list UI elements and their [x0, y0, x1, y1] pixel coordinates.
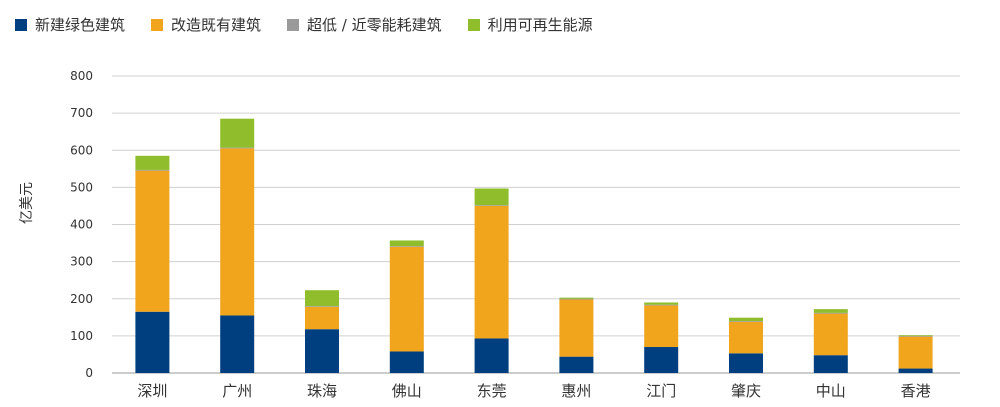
- legend-label-renewable: 利用可再生能源: [487, 16, 593, 34]
- bar-segment-7-2: [729, 321, 763, 322]
- x-tick-label: 佛山: [392, 382, 422, 400]
- bar-segment-7-0: [729, 353, 763, 373]
- y-tick-label: 300: [70, 255, 93, 269]
- bar-segment-0-1: [135, 170, 170, 312]
- x-tick-label: 肇庆: [731, 382, 761, 400]
- bar-segment-1-3: [220, 118, 255, 148]
- x-tick-label: 惠州: [561, 382, 591, 400]
- x-tick-label: 东莞: [477, 382, 507, 400]
- bar-segment-9-3: [898, 335, 933, 336]
- bar-segment-8-0: [813, 355, 848, 373]
- x-tick-label: 中山: [816, 382, 846, 400]
- bar-segment-1-0: [220, 315, 255, 373]
- bar-segment-1-2: [220, 147, 255, 149]
- y-tick-label: 100: [70, 329, 93, 343]
- bar-segment-5-3: [559, 297, 594, 299]
- bar-segment-8-1: [813, 313, 848, 356]
- bar-segment-3-3: [389, 240, 424, 247]
- x-tick-label: 香港: [901, 382, 931, 400]
- y-tick-label: 700: [70, 106, 93, 120]
- label-layer: 0 100 200 300 400 500 600 700 800 深圳 广州 珠海 佛山 东莞 惠州 江门 肇…: [70, 69, 931, 400]
- bar-segment-1-1: [220, 148, 255, 316]
- y-tick-label: 200: [70, 292, 93, 306]
- bar-segment-6-3: [644, 302, 679, 305]
- legend-item-ultra-low: 超低 / 近零能耗建筑: [287, 14, 442, 35]
- bar-segment-5-2: [559, 298, 594, 300]
- legend-swatch-ultra-low: [287, 18, 300, 31]
- bar-segment-8-2: [813, 312, 848, 314]
- bar-segment-2-2: [305, 306, 339, 307]
- bar-segment-7-1: [729, 321, 763, 354]
- legend-item-new-green: 新建绿色建筑: [15, 14, 125, 35]
- bar-segment-4-0: [474, 338, 509, 373]
- y-tick-label: 800: [70, 69, 93, 83]
- bar-segment-9-2: [898, 335, 933, 337]
- bar-segment-2-3: [305, 290, 339, 307]
- bar-segment-3-1: [389, 246, 424, 352]
- y-tick-label: 600: [70, 143, 93, 157]
- bar-segment-3-2: [389, 246, 424, 247]
- y-tick-label: 500: [70, 180, 93, 194]
- legend-item-renewable: 利用可再生能源: [467, 14, 593, 35]
- bar-segment-6-0: [644, 347, 679, 373]
- legend-swatch-retrofit: [151, 18, 164, 31]
- bar-segment-0-3: [135, 155, 170, 170]
- bar-segment-9-1: [898, 336, 933, 369]
- x-tick-label: 珠海: [307, 382, 337, 400]
- legend-item-retrofit: 改造既有建筑: [151, 14, 261, 35]
- legend: 新建绿色建筑 改造既有建筑 超低 / 近零能耗建筑 利用可再生能源: [15, 14, 593, 35]
- legend-label-new-green: 新建绿色建筑: [35, 16, 126, 34]
- x-tick-label: 深圳: [137, 382, 167, 400]
- bar-segment-9-0: [898, 368, 933, 373]
- bar-segment-4-3: [474, 188, 509, 206]
- bar-segment-5-0: [559, 356, 594, 373]
- bar-layer: [135, 118, 933, 373]
- y-tick-label: 400: [70, 218, 93, 232]
- legend-label-retrofit: 改造既有建筑: [171, 16, 262, 34]
- bar-segment-6-1: [644, 305, 679, 348]
- bar-segment-8-3: [813, 309, 848, 313]
- legend-swatch-new-green: [15, 18, 27, 31]
- x-tick-label: 广州: [222, 382, 252, 400]
- bar-segment-0-2: [135, 169, 170, 171]
- legend-label-ultra-low: 超低 / 近零能耗建筑: [307, 16, 442, 34]
- bar-segment-2-0: [305, 329, 339, 373]
- bar-segment-6-2: [644, 304, 679, 306]
- y-axis-label: 亿美元: [19, 182, 35, 224]
- bar-segment-5-1: [559, 299, 594, 357]
- bar-segment-2-1: [305, 306, 339, 330]
- legend-swatch-renewable: [467, 18, 480, 31]
- bar-segment-3-0: [389, 351, 424, 373]
- bar-segment-0-0: [135, 311, 170, 373]
- y-tick-label: 0: [85, 366, 93, 380]
- bar-segment-7-3: [729, 317, 763, 322]
- bar-segment-4-1: [474, 205, 509, 339]
- bar-segment-4-2: [474, 205, 509, 206]
- x-tick-label: 江门: [646, 382, 676, 400]
